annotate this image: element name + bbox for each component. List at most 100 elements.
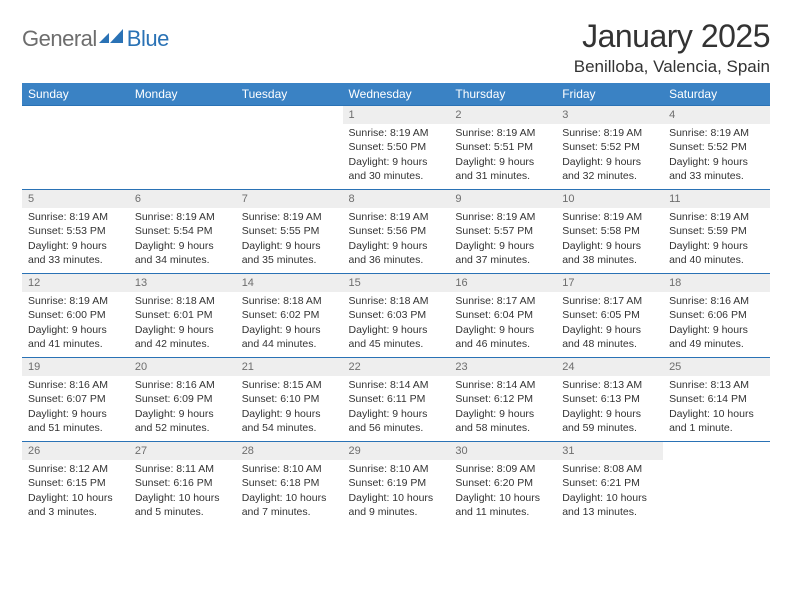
sunrise-line: Sunrise: 8:19 AM xyxy=(669,126,764,140)
day-details: Sunrise: 8:18 AMSunset: 6:03 PMDaylight:… xyxy=(343,292,450,355)
sunset-line: Sunset: 6:05 PM xyxy=(562,308,657,322)
sunset-line: Sunset: 5:52 PM xyxy=(562,140,657,154)
day-number: 2 xyxy=(449,106,556,124)
calendar-day-cell: 2 Sunrise: 8:19 AMSunset: 5:51 PMDaylight… xyxy=(449,106,556,190)
calendar-day-cell: 16Sunrise: 8:17 AMSunset: 6:04 PMDayligh… xyxy=(449,274,556,358)
sunset-line: Sunset: 6:19 PM xyxy=(349,476,444,490)
sunset-line: Sunset: 6:21 PM xyxy=(562,476,657,490)
calendar-day-cell: 4Sunrise: 8:19 AMSunset: 5:52 PMDaylight… xyxy=(663,106,770,190)
sunset-line: Sunset: 5:57 PM xyxy=(455,224,550,238)
daylight-line: Daylight: 9 hours and 30 minutes. xyxy=(349,155,444,183)
day-details: Sunrise: 8:18 AMSunset: 6:01 PMDaylight:… xyxy=(129,292,236,355)
sunrise-line: Sunrise: 8:19 AM xyxy=(562,210,657,224)
sunrise-line: Sunrise: 8:19 AM xyxy=(242,210,337,224)
daylight-line: Daylight: 10 hours and 13 minutes. xyxy=(562,491,657,519)
day-details: Sunrise: 8:19 AMSunset: 5:54 PMDaylight:… xyxy=(129,208,236,271)
calendar-day-cell xyxy=(236,106,343,190)
sunrise-line: Sunrise: 8:17 AM xyxy=(562,294,657,308)
calendar-day-cell: 30Sunrise: 8:09 AMSunset: 6:20 PMDayligh… xyxy=(449,442,556,526)
sunrise-line: Sunrise: 8:19 AM xyxy=(562,126,657,140)
calendar-table: SundayMondayTuesdayWednesdayThursdayFrid… xyxy=(22,83,770,526)
daylight-line: Daylight: 9 hours and 46 minutes. xyxy=(455,323,550,351)
daylight-line: Daylight: 9 hours and 33 minutes. xyxy=(669,155,764,183)
day-number: 25 xyxy=(663,358,770,376)
sunrise-line: Sunrise: 8:19 AM xyxy=(669,210,764,224)
day-details: Sunrise: 8:19 AMSunset: 5:52 PMDaylight:… xyxy=(663,124,770,187)
calendar-day-cell: 22Sunrise: 8:14 AMSunset: 6:11 PMDayligh… xyxy=(343,358,450,442)
calendar-day-cell: 25Sunrise: 8:13 AMSunset: 6:14 PMDayligh… xyxy=(663,358,770,442)
day-number: 10 xyxy=(556,190,663,208)
sunset-line: Sunset: 6:06 PM xyxy=(669,308,764,322)
calendar-day-cell: 29Sunrise: 8:10 AMSunset: 6:19 PMDayligh… xyxy=(343,442,450,526)
day-number: 9 xyxy=(449,190,556,208)
daylight-line: Daylight: 9 hours and 48 minutes. xyxy=(562,323,657,351)
sunset-line: Sunset: 6:00 PM xyxy=(28,308,123,322)
day-number: 12 xyxy=(22,274,129,292)
day-number: 30 xyxy=(449,442,556,460)
day-details: Sunrise: 8:09 AMSunset: 6:20 PMDaylight:… xyxy=(449,460,556,523)
logo-wedges-icon xyxy=(99,27,125,52)
sunrise-line: Sunrise: 8:18 AM xyxy=(135,294,230,308)
daylight-line: Daylight: 9 hours and 52 minutes. xyxy=(135,407,230,435)
day-details: Sunrise: 8:16 AMSunset: 6:09 PMDaylight:… xyxy=(129,376,236,439)
day-number: 27 xyxy=(129,442,236,460)
day-number: 24 xyxy=(556,358,663,376)
sunrise-line: Sunrise: 8:19 AM xyxy=(455,210,550,224)
calendar-day-cell: 19Sunrise: 8:16 AMSunset: 6:07 PMDayligh… xyxy=(22,358,129,442)
day-number: 20 xyxy=(129,358,236,376)
sunset-line: Sunset: 6:16 PM xyxy=(135,476,230,490)
sunset-line: Sunset: 5:56 PM xyxy=(349,224,444,238)
header: General Blue January 2025 Benilloba, Val… xyxy=(22,18,770,77)
day-details: Sunrise: 8:08 AMSunset: 6:21 PMDaylight:… xyxy=(556,460,663,523)
weekday-header: Sunday xyxy=(22,83,129,106)
calendar-day-cell: 3Sunrise: 8:19 AMSunset: 5:52 PMDaylight… xyxy=(556,106,663,190)
day-number: 31 xyxy=(556,442,663,460)
calendar-day-cell: 18Sunrise: 8:16 AMSunset: 6:06 PMDayligh… xyxy=(663,274,770,358)
calendar-day-cell: 5Sunrise: 8:19 AMSunset: 5:53 PMDaylight… xyxy=(22,190,129,274)
day-number: 4 xyxy=(663,106,770,124)
sunset-line: Sunset: 5:54 PM xyxy=(135,224,230,238)
sunset-line: Sunset: 5:51 PM xyxy=(455,140,550,154)
calendar-week-row: 19Sunrise: 8:16 AMSunset: 6:07 PMDayligh… xyxy=(22,358,770,442)
day-details: Sunrise: 8:19 AMSunset: 5:56 PMDaylight:… xyxy=(343,208,450,271)
daylight-line: Daylight: 9 hours and 59 minutes. xyxy=(562,407,657,435)
daylight-line: Daylight: 9 hours and 44 minutes. xyxy=(242,323,337,351)
calendar-week-row: 5Sunrise: 8:19 AMSunset: 5:53 PMDaylight… xyxy=(22,190,770,274)
sunrise-line: Sunrise: 8:19 AM xyxy=(455,126,550,140)
daylight-line: Daylight: 9 hours and 31 minutes. xyxy=(455,155,550,183)
calendar-day-cell: 8Sunrise: 8:19 AMSunset: 5:56 PMDaylight… xyxy=(343,190,450,274)
sunset-line: Sunset: 6:10 PM xyxy=(242,392,337,406)
sunrise-line: Sunrise: 8:12 AM xyxy=(28,462,123,476)
day-number: 8 xyxy=(343,190,450,208)
daylight-line: Daylight: 9 hours and 32 minutes. xyxy=(562,155,657,183)
sunrise-line: Sunrise: 8:18 AM xyxy=(349,294,444,308)
sunset-line: Sunset: 6:01 PM xyxy=(135,308,230,322)
sunrise-line: Sunrise: 8:10 AM xyxy=(349,462,444,476)
day-details: Sunrise: 8:10 AMSunset: 6:19 PMDaylight:… xyxy=(343,460,450,523)
daylight-line: Daylight: 9 hours and 38 minutes. xyxy=(562,239,657,267)
sunrise-line: Sunrise: 8:15 AM xyxy=(242,378,337,392)
day-number: 26 xyxy=(22,442,129,460)
calendar-day-cell: 10Sunrise: 8:19 AMSunset: 5:58 PMDayligh… xyxy=(556,190,663,274)
sunrise-line: Sunrise: 8:16 AM xyxy=(28,378,123,392)
sunset-line: Sunset: 6:02 PM xyxy=(242,308,337,322)
daylight-line: Daylight: 10 hours and 11 minutes. xyxy=(455,491,550,519)
sunset-line: Sunset: 6:12 PM xyxy=(455,392,550,406)
day-details: Sunrise: 8:19 AMSunset: 5:52 PMDaylight:… xyxy=(556,124,663,187)
daylight-line: Daylight: 9 hours and 54 minutes. xyxy=(242,407,337,435)
day-number: 15 xyxy=(343,274,450,292)
title-block: January 2025 Benilloba, Valencia, Spain xyxy=(574,18,770,77)
daylight-line: Daylight: 9 hours and 34 minutes. xyxy=(135,239,230,267)
calendar-day-cell xyxy=(129,106,236,190)
day-number: 17 xyxy=(556,274,663,292)
calendar-day-cell xyxy=(22,106,129,190)
weekday-header: Friday xyxy=(556,83,663,106)
sunset-line: Sunset: 6:03 PM xyxy=(349,308,444,322)
weekday-header: Wednesday xyxy=(343,83,450,106)
day-number: 13 xyxy=(129,274,236,292)
day-number: 6 xyxy=(129,190,236,208)
day-number: 21 xyxy=(236,358,343,376)
daylight-line: Daylight: 9 hours and 33 minutes. xyxy=(28,239,123,267)
daylight-line: Daylight: 10 hours and 9 minutes. xyxy=(349,491,444,519)
location: Benilloba, Valencia, Spain xyxy=(574,57,770,77)
